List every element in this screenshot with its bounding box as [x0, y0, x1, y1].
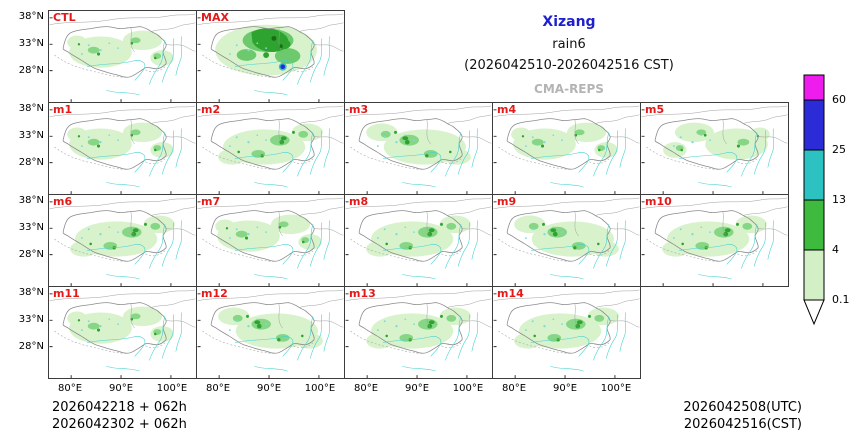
y-tick-label: 38°N — [18, 103, 44, 114]
panel-m7: m7 — [196, 194, 345, 287]
cb-seg-13-25 — [803, 149, 825, 201]
panel-label-m3: m3 — [349, 103, 369, 116]
model-name: CMA-REPS — [534, 82, 604, 96]
map-m2 — [197, 105, 344, 194]
map-m10 — [641, 197, 788, 286]
cb-seg-0p1-4 — [803, 249, 825, 301]
panel-m9: m9 — [492, 194, 641, 287]
panel-m4: m4 — [492, 102, 641, 195]
y-tick-label: 28°N — [18, 341, 44, 352]
valid-time-utc: 2026042508(UTC) — [683, 400, 802, 415]
panel-label-m9: m9 — [497, 195, 517, 208]
panel-label-m1: m1 — [53, 103, 73, 116]
panel-label-m8: m8 — [349, 195, 369, 208]
cb-level-label: 4 — [832, 243, 839, 256]
map-m9 — [493, 197, 640, 286]
panel-label-m5: m5 — [645, 103, 665, 116]
panel-label-m14: m14 — [497, 287, 524, 300]
x-tick-label: 80°E — [353, 383, 379, 394]
cb-level-label: 13 — [832, 193, 846, 206]
cb-level-label: 60 — [832, 93, 846, 106]
cb-seg-4-13 — [803, 199, 825, 251]
panel-m14: m14 — [492, 286, 641, 379]
y-tick-label: 38°N — [18, 195, 44, 206]
y-tick-label: 38°N — [18, 287, 44, 298]
colorbar-scale — [803, 74, 825, 326]
y-tick-label: 33°N — [18, 38, 44, 49]
y-tick-label: 33°N — [18, 222, 44, 233]
panel-label-m12: m12 — [201, 287, 228, 300]
panel-label-ctl: CTL — [53, 11, 76, 24]
y-tick-label: 28°N — [18, 249, 44, 260]
title-block: Xizang rain6 (2026042510-2026042516 CST)… — [354, 14, 784, 96]
map-ctl — [49, 13, 196, 102]
map-max — [197, 13, 344, 102]
map-m5 — [641, 105, 788, 194]
map-m11 — [49, 289, 196, 378]
y-tick-label: 38°N — [18, 11, 44, 22]
panel-label-m6: m6 — [53, 195, 73, 208]
map-m14 — [493, 289, 640, 378]
panel-m3: m3 — [344, 102, 493, 195]
map-m1 — [49, 105, 196, 194]
panel-m10: m10 — [640, 194, 789, 287]
cb-level-label: 0.1 — [832, 293, 850, 306]
map-m8 — [345, 197, 492, 286]
valid-time-cst: 2026042516(CST) — [683, 417, 802, 432]
cb-seg-above-60 — [803, 74, 825, 101]
cb-arrow-below-min — [803, 299, 825, 326]
panel-label-m10: m10 — [645, 195, 672, 208]
panel-m1: m1 — [48, 102, 197, 195]
panel-label-m4: m4 — [497, 103, 517, 116]
x-tick-label: 90°E — [404, 383, 430, 394]
map-m3 — [345, 105, 492, 194]
y-tick-label: 28°N — [18, 65, 44, 76]
panel-m2: m2 — [196, 102, 345, 195]
map-m13 — [345, 289, 492, 378]
x-tick-label: 90°E — [552, 383, 578, 394]
variable-title: rain6 — [552, 37, 586, 52]
panel-m6: m6 — [48, 194, 197, 287]
valid-period-title: (2026042510-2026042516 CST) — [464, 58, 674, 73]
x-tick-label: 90°E — [256, 383, 282, 394]
init-time-line-1: 2026042218 + 062h — [52, 400, 187, 415]
map-m6 — [49, 197, 196, 286]
cb-seg-25-60 — [803, 99, 825, 151]
valid-time-block: 2026042508(UTC) 2026042516(CST) — [683, 399, 802, 433]
x-tick-label: 80°E — [57, 383, 83, 394]
init-time-block: 2026042218 + 062h 2026042302 + 062h — [52, 399, 187, 433]
panel-m8: m8 — [344, 194, 493, 287]
panel-label-m7: m7 — [201, 195, 221, 208]
y-tick-label: 33°N — [18, 314, 44, 325]
y-tick-label: 33°N — [18, 130, 44, 141]
colorbar — [802, 73, 828, 327]
panel-label-m2: m2 — [201, 103, 221, 116]
panel-label-m11: m11 — [53, 287, 80, 300]
init-time-line-2: 2026042302 + 062h — [52, 417, 187, 432]
panel-ctl: CTL — [48, 10, 197, 103]
panel-label-max: MAX — [201, 11, 229, 24]
map-m7 — [197, 197, 344, 286]
x-tick-label: 90°E — [108, 383, 134, 394]
x-tick-label: 100°E — [304, 383, 336, 394]
x-tick-label: 80°E — [501, 383, 527, 394]
panel-label-m13: m13 — [349, 287, 376, 300]
panel-m12: m12 — [196, 286, 345, 379]
y-tick-label: 28°N — [18, 157, 44, 168]
x-tick-label: 100°E — [156, 383, 188, 394]
cb-level-label: 25 — [832, 143, 846, 156]
x-tick-label: 80°E — [205, 383, 231, 394]
panel-max: MAX — [196, 10, 345, 103]
panel-m5: m5 — [640, 102, 789, 195]
map-m12 — [197, 289, 344, 378]
panel-m13: m13 — [344, 286, 493, 379]
panel-m11: m11 — [48, 286, 197, 379]
region-title: Xizang — [542, 14, 596, 30]
x-tick-label: 100°E — [600, 383, 632, 394]
x-tick-label: 100°E — [452, 383, 484, 394]
map-m4 — [493, 105, 640, 194]
